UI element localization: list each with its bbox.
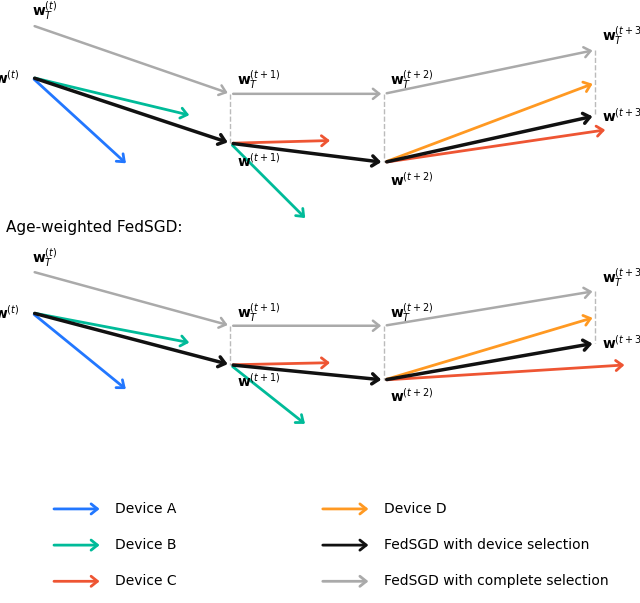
Text: $\mathbf{w}_T^{(t+1)}$: $\mathbf{w}_T^{(t+1)}$ — [237, 301, 280, 324]
Text: $\mathbf{w}_T^{(t+3)}$: $\mathbf{w}_T^{(t+3)}$ — [602, 267, 640, 289]
Text: $\mathbf{w}_T^{(t+2)}$: $\mathbf{w}_T^{(t+2)}$ — [390, 69, 434, 91]
Text: $\mathbf{w}^{(t+3)}$: $\mathbf{w}^{(t+3)}$ — [602, 334, 640, 352]
Text: Device A: Device A — [115, 502, 177, 516]
Text: $\mathbf{w}_T^{(t+2)}$: $\mathbf{w}_T^{(t+2)}$ — [390, 301, 434, 324]
Text: FedSGD with complete selection: FedSGD with complete selection — [384, 574, 609, 589]
Text: $\mathbf{w}^{(t+1)}$: $\mathbf{w}^{(t+1)}$ — [237, 371, 280, 389]
Text: $\mathbf{w}^{(t)}$: $\mathbf{w}^{(t)}$ — [0, 68, 19, 86]
Text: $\mathbf{w}^{(t+2)}$: $\mathbf{w}^{(t+2)}$ — [390, 387, 434, 405]
Text: $\mathbf{w}^{(t)}$: $\mathbf{w}^{(t)}$ — [0, 304, 19, 321]
Text: Age-weighted FedSGD:: Age-weighted FedSGD: — [6, 219, 183, 235]
Text: $\mathbf{w}_T^{(t+1)}$: $\mathbf{w}_T^{(t+1)}$ — [237, 69, 280, 91]
Text: Device D: Device D — [384, 502, 447, 516]
Text: $\mathbf{w}_T^{(t)}$: $\mathbf{w}_T^{(t)}$ — [32, 247, 58, 270]
Text: $\mathbf{w}_T^{(t)}$: $\mathbf{w}_T^{(t)}$ — [32, 0, 58, 22]
Text: $\mathbf{w}_T^{(t+3)}$: $\mathbf{w}_T^{(t+3)}$ — [602, 25, 640, 47]
Text: $\mathbf{w}^{(t+2)}$: $\mathbf{w}^{(t+2)}$ — [390, 171, 434, 189]
Text: Device B: Device B — [115, 538, 177, 552]
Text: $\mathbf{w}^{(t+1)}$: $\mathbf{w}^{(t+1)}$ — [237, 151, 280, 169]
Text: $\mathbf{w}^{(t+3)}$: $\mathbf{w}^{(t+3)}$ — [602, 107, 640, 125]
Text: Device C: Device C — [115, 574, 177, 589]
Text: FedSGD with device selection: FedSGD with device selection — [384, 538, 589, 552]
